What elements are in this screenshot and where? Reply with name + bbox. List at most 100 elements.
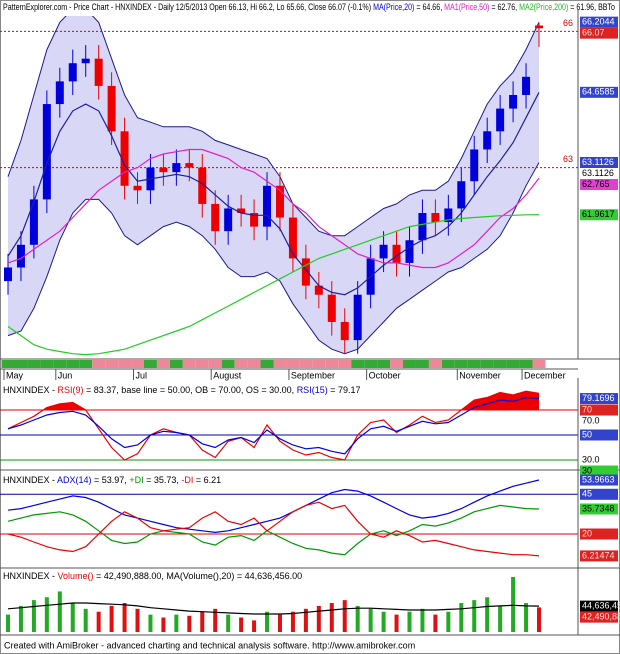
volume-bar [135, 608, 140, 632]
candle-body [68, 63, 77, 82]
volume-bar [109, 605, 114, 632]
value-marker-label: 50 [582, 429, 592, 439]
volume-bar [200, 611, 205, 632]
candle-body [211, 203, 220, 232]
panel [0, 390, 578, 461]
volume-bar [18, 605, 23, 632]
title-part: Volume() [58, 571, 94, 581]
volume-bar [70, 603, 75, 632]
direction-strip [519, 360, 533, 368]
volume-bar [277, 614, 282, 632]
direction-strip [182, 360, 196, 368]
volume-bar [368, 608, 373, 632]
value-marker-label: 45 [582, 489, 592, 499]
value-marker [580, 168, 618, 180]
direction-strip [143, 360, 157, 368]
volume-bar [498, 605, 503, 632]
volume-bar [524, 603, 529, 632]
direction-strip [415, 360, 429, 368]
panel-title: HNXINDEX - ADX(14) = 53.97, +DI = 35.73,… [3, 475, 221, 485]
panel [6, 576, 541, 632]
title-part: = 62.76, [489, 2, 519, 12]
candle-body [327, 294, 336, 322]
direction-strip [131, 360, 144, 368]
title-part: = 79.17 [328, 385, 361, 395]
candle-body [29, 199, 38, 245]
candle-body [94, 58, 103, 86]
volume-bar [446, 611, 451, 632]
direction-strip [338, 360, 352, 368]
volume-bar [420, 608, 425, 632]
title-part: = 42,490,888.00, MA(Volume(),20) = 44,63… [94, 571, 303, 581]
title-part: MA1(Price,50) [444, 2, 489, 12]
series-line [7, 479, 540, 534]
volume-bar [537, 607, 541, 632]
value-marker-label: 70 [582, 404, 592, 414]
value-marker-label: 66.2044 [582, 17, 615, 27]
volume-bar [187, 615, 192, 632]
value-marker [580, 16, 618, 28]
volume-bar [394, 614, 399, 632]
direction-strip [312, 360, 326, 368]
title-part: PatternExplorer.com - Price Chart - HNXI… [3, 2, 373, 12]
direction-strip [286, 360, 300, 368]
series-line [7, 390, 540, 461]
direction-strip [299, 360, 313, 368]
direction-strip [195, 360, 209, 368]
value-marker-label: 53.9663 [582, 474, 615, 484]
direction-strip [40, 360, 54, 368]
candle-body [392, 244, 401, 263]
direction-strip [390, 360, 404, 368]
volume-bar [6, 614, 10, 632]
direction-strip [234, 360, 248, 368]
title-part: MA(Price,20) [373, 2, 414, 12]
value-marker [580, 415, 618, 427]
volume-bar [239, 617, 244, 632]
candle-body [483, 131, 492, 150]
direction-strip [325, 360, 339, 368]
volume-bar [252, 620, 257, 632]
volume-bar [342, 600, 347, 632]
title-part: = 64.66, [414, 2, 444, 12]
volume-bar [511, 576, 516, 632]
title-part: = 61.96, [568, 2, 598, 12]
volume-bar [290, 611, 295, 632]
candle-body [185, 163, 194, 168]
x-tick-label: December [524, 370, 566, 380]
direction-strip [66, 360, 80, 368]
direction-strip [260, 360, 274, 368]
value-marker-label: 35.7348 [582, 503, 615, 513]
candle-body [120, 131, 129, 186]
candle-body [509, 94, 518, 109]
direction-strip [53, 360, 67, 368]
volume-bar [122, 603, 127, 632]
value-marker-label: 66.07 [582, 28, 605, 38]
panel-title: HNXINDEX - Volume() = 42,490,888.00, MA(… [3, 571, 302, 581]
value-marker [580, 209, 618, 221]
direction-strip [105, 360, 119, 368]
value-marker [580, 488, 618, 500]
direction-strip [156, 360, 170, 368]
direction-strip [493, 360, 507, 368]
title-part: RSI(15) [297, 385, 328, 395]
value-marker-label: 20 [582, 528, 592, 538]
volume-bar [381, 611, 386, 632]
x-tick-label: October [369, 370, 401, 380]
overbought-fill [8, 391, 539, 410]
title-part: = 35.73, [144, 475, 182, 485]
value-marker [580, 550, 618, 562]
volume-bar [329, 603, 334, 632]
candle-body [535, 25, 543, 29]
volume-bar [316, 605, 321, 632]
direction-strip [118, 360, 132, 368]
direction-strip [351, 360, 365, 368]
candle-body [314, 285, 323, 295]
candle-body [301, 258, 310, 286]
volume-bar [83, 608, 88, 632]
volume-bar [96, 611, 101, 632]
volume-bar [433, 614, 438, 632]
volume-bar [44, 597, 49, 632]
candle-body [4, 267, 12, 282]
title-part: BBTo [598, 2, 615, 12]
